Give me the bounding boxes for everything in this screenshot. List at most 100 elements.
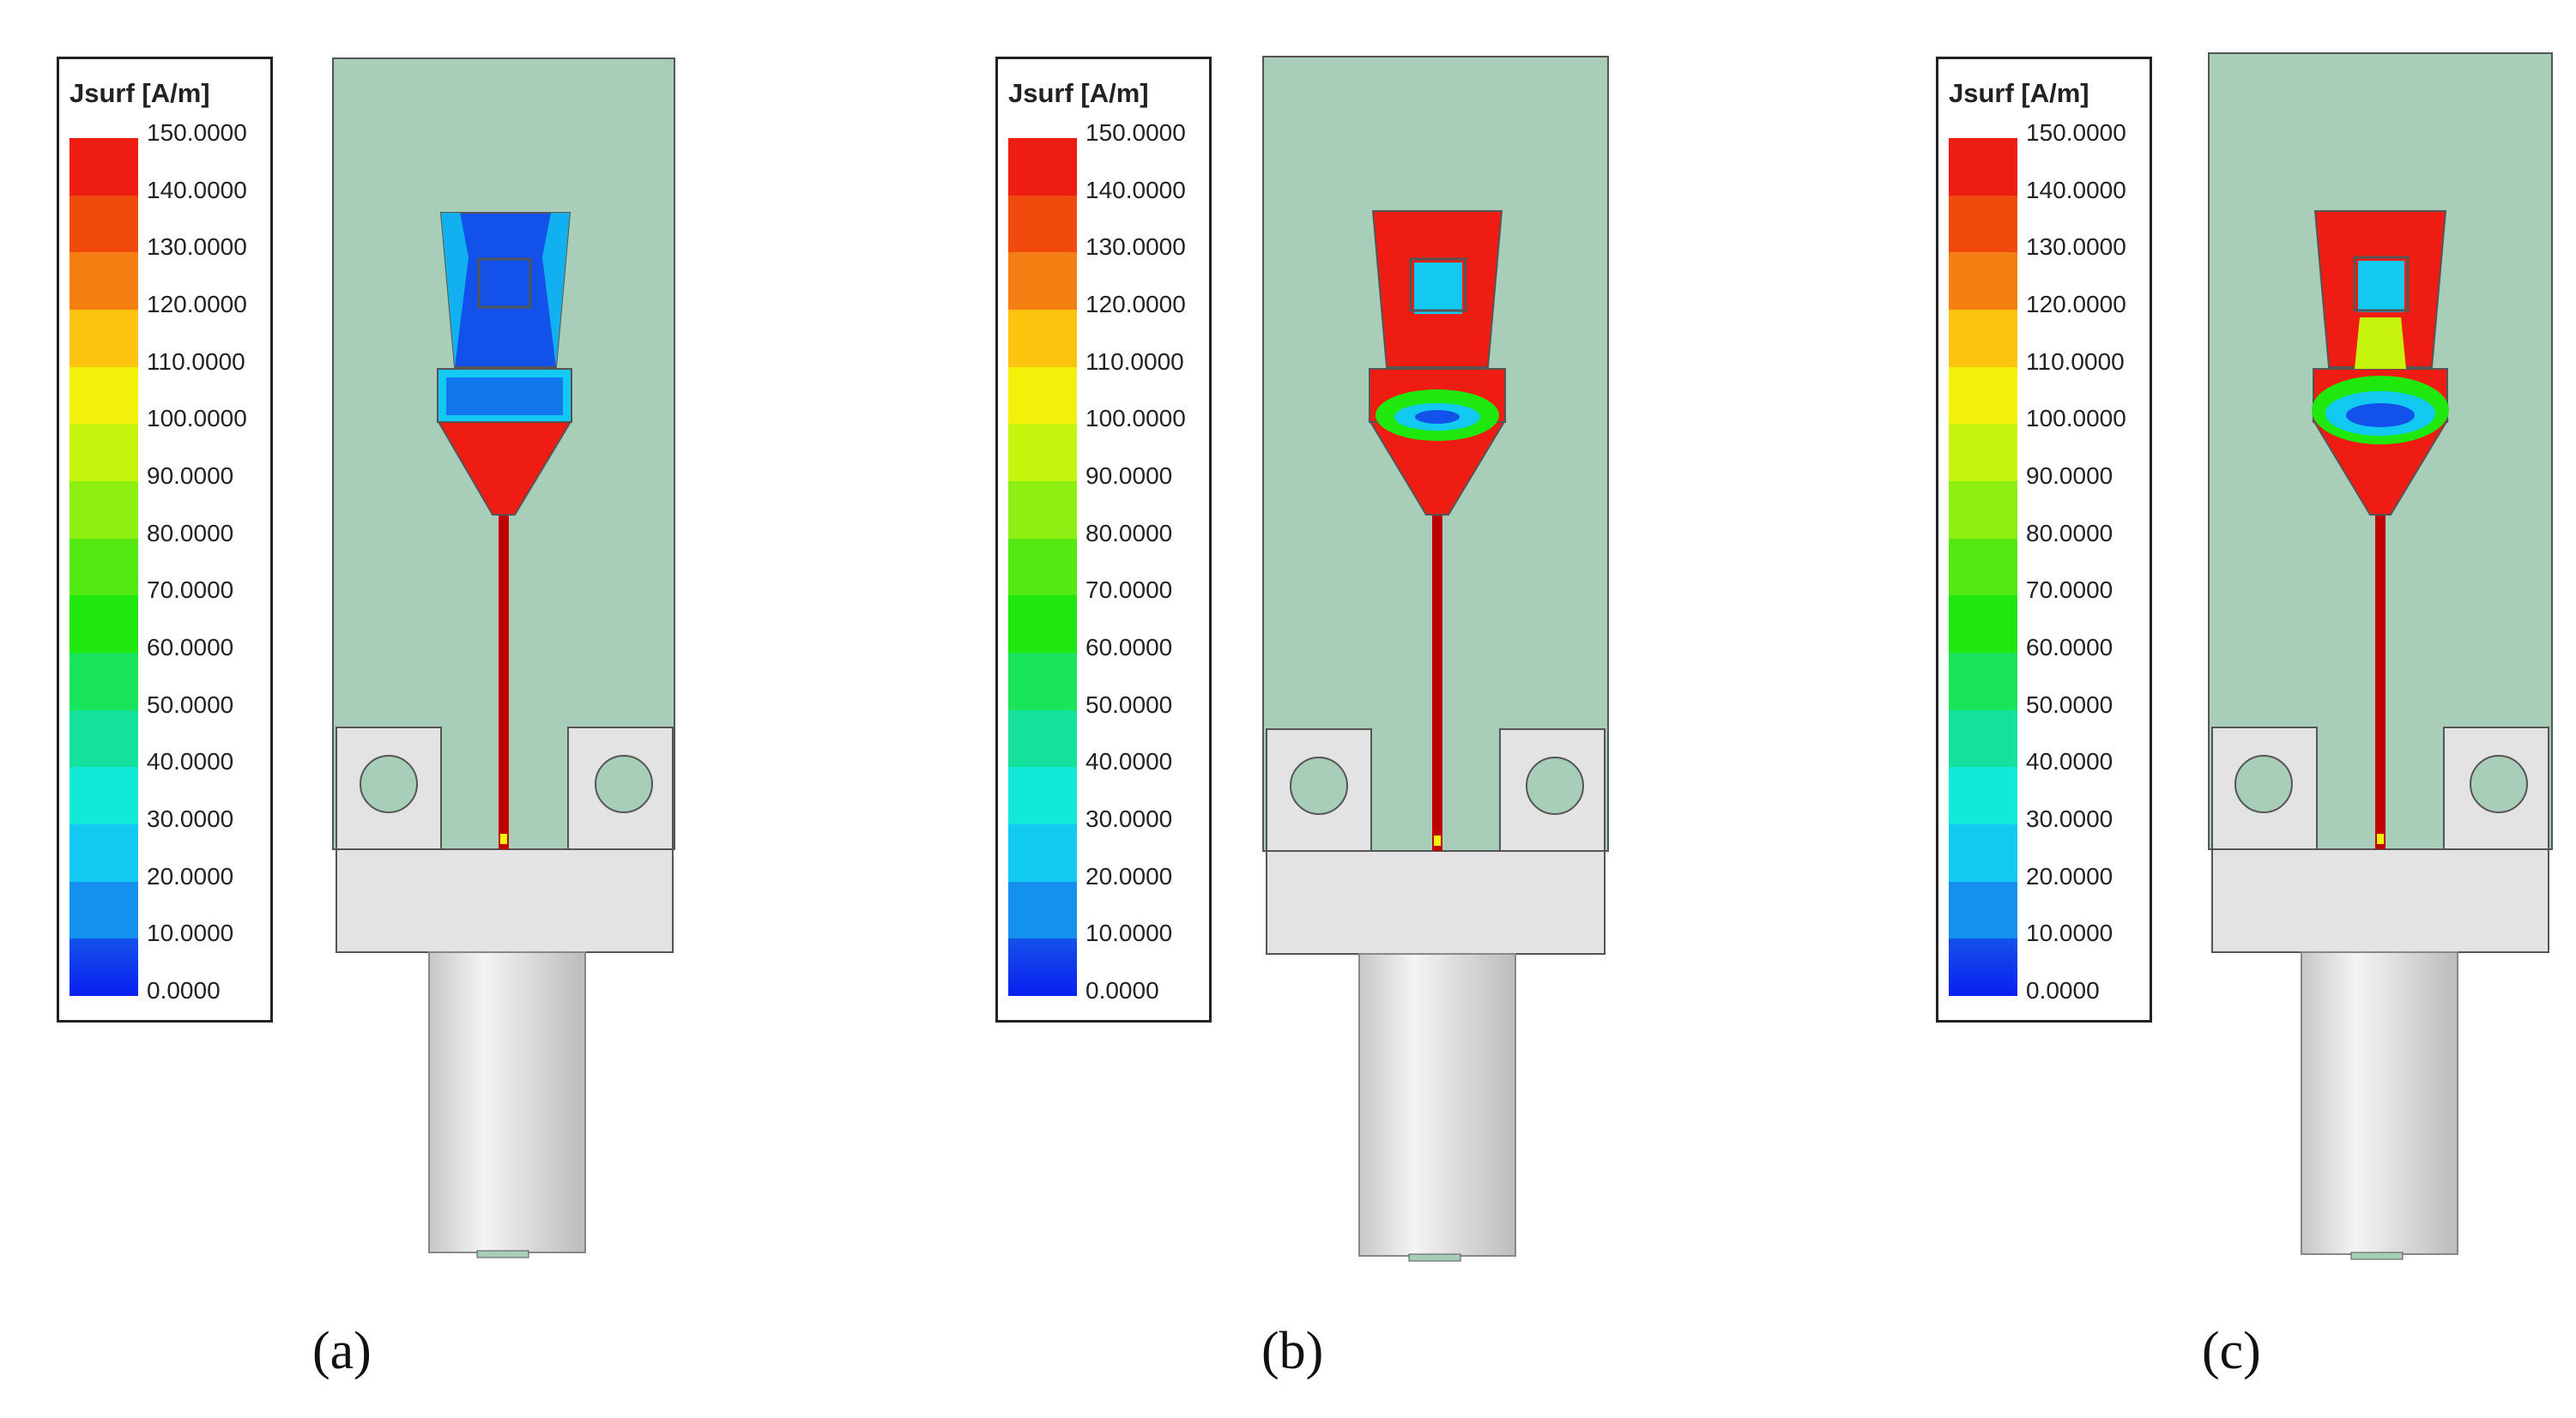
colorbar-tick-label: 40.0000 xyxy=(1085,748,1173,775)
colorbar-band xyxy=(70,824,138,882)
colorbar-band xyxy=(1008,824,1077,882)
colorbar-band xyxy=(1949,424,2017,481)
colorbar-legend: Jsurf [A/m] 150.0000 140.0000 130.0000 120.… xyxy=(995,57,1212,1023)
colorbar-tick-label: 150.0000 xyxy=(2026,119,2126,146)
colorbar-tick-label: 40.0000 xyxy=(147,748,234,775)
antenna-device-c xyxy=(2208,52,2553,1260)
colorbar-tick-label: 60.0000 xyxy=(147,633,234,661)
colorbar-band xyxy=(70,366,138,425)
colorbar-band xyxy=(1008,595,1077,653)
colorbar-tick-label: 120.0000 xyxy=(2026,290,2126,317)
mounting-hole-left xyxy=(1290,757,1348,815)
colorbar-band xyxy=(1008,309,1077,367)
feed-line xyxy=(1432,515,1442,851)
colorbar-band xyxy=(1949,538,2017,596)
colorbar-band xyxy=(70,424,138,481)
slot-ring xyxy=(2353,256,2410,312)
colorbar-title: Jsurf [A/m] xyxy=(70,78,210,108)
colorbar-band xyxy=(70,595,138,653)
feed-line xyxy=(499,515,509,849)
colorbar-tick-label: 110.0000 xyxy=(147,347,245,375)
colorbar-band xyxy=(1949,195,2017,253)
colorbar-scale xyxy=(1949,138,2017,996)
connector-body xyxy=(428,951,586,1253)
connector-flange xyxy=(1266,850,1605,955)
colorbar-tick-label: 60.0000 xyxy=(2026,633,2113,661)
colorbar-band xyxy=(1949,252,2017,310)
colorbar-tick-label: 120.0000 xyxy=(147,290,247,317)
antenna-device-b xyxy=(1262,56,1609,1262)
mounting-hole-left xyxy=(360,755,418,813)
feed-line xyxy=(2375,515,2386,849)
colorbar-legend: Jsurf [A/m] 150.0000 140.0000 130.0000 120.… xyxy=(57,57,273,1023)
colorbar-tick-label: 30.0000 xyxy=(147,805,234,832)
colorbar-band xyxy=(1008,424,1077,481)
colorbar-band xyxy=(70,480,138,539)
colorbar-tick-label: 100.0000 xyxy=(2026,405,2126,432)
colorbar-legend: Jsurf [A/m] 150.0000 140.0000 130.0000 120.… xyxy=(1936,57,2152,1023)
colorbar-tick-label: 0.0000 xyxy=(2026,976,2100,1004)
mounting-hole-right xyxy=(2470,755,2528,813)
colorbar-band xyxy=(1008,366,1077,425)
colorbar-band xyxy=(1949,595,2017,653)
colorbar-tick-label: 140.0000 xyxy=(147,176,247,203)
mounting-hole-left xyxy=(2234,755,2293,813)
colorbar-scale xyxy=(1008,138,1077,996)
colorbar-band xyxy=(70,881,138,939)
colorbar-band xyxy=(70,195,138,253)
colorbar-band xyxy=(1949,309,2017,367)
colorbar-tick-label: 70.0000 xyxy=(1085,576,1173,604)
colorbar-band xyxy=(1008,881,1077,939)
colorbar-band xyxy=(70,138,138,196)
colorbar-tick-label: 140.0000 xyxy=(2026,176,2126,203)
colorbar-band xyxy=(1949,480,2017,539)
colorbar-band xyxy=(1949,881,2017,939)
colorbar-tick-label: 90.0000 xyxy=(147,462,234,489)
colorbar-band xyxy=(1949,938,2017,996)
colorbar-tick-label: 70.0000 xyxy=(2026,576,2113,604)
colorbar-band xyxy=(1949,767,2017,824)
colorbar-tick-label: 0.0000 xyxy=(1085,976,1159,1004)
colorbar-band xyxy=(1008,938,1077,996)
colorbar-band xyxy=(1949,709,2017,768)
colorbar-band xyxy=(1008,138,1077,196)
colorbar-tick-label: 50.0000 xyxy=(147,691,234,718)
colorbar-tick-label: 80.0000 xyxy=(2026,519,2113,546)
colorbar-band xyxy=(1008,709,1077,768)
feed-point xyxy=(2377,834,2384,844)
colorbar-tick-label: 20.0000 xyxy=(147,862,234,890)
connector-pin xyxy=(1408,1253,1461,1262)
panel-caption: (a) xyxy=(312,1322,372,1380)
colorbar-tick-label: 80.0000 xyxy=(147,519,234,546)
connector-flange xyxy=(2211,848,2549,953)
colorbar-tick-label: 150.0000 xyxy=(147,119,247,146)
colorbar-tick-label: 10.0000 xyxy=(2026,920,2113,947)
panel-caption: (b) xyxy=(1261,1322,1324,1380)
colorbar-tick-label: 90.0000 xyxy=(1085,462,1173,489)
colorbar-band xyxy=(1008,652,1077,710)
colorbar-tick-label: 120.0000 xyxy=(1085,290,1186,317)
colorbar-title: Jsurf [A/m] xyxy=(1949,78,2089,108)
colorbar-band xyxy=(70,709,138,768)
colorbar-tick-label: 90.0000 xyxy=(2026,462,2113,489)
colorbar-tick-label: 10.0000 xyxy=(147,920,234,947)
connector-pin xyxy=(476,1250,529,1258)
colorbar-tick-label: 130.0000 xyxy=(2026,233,2126,261)
colorbar-tick-label: 110.0000 xyxy=(2026,347,2125,375)
mounting-hole-right xyxy=(595,755,653,813)
colorbar-band xyxy=(1008,195,1077,253)
colorbar-tick-label: 20.0000 xyxy=(1085,862,1173,890)
colorbar-tick-label: 80.0000 xyxy=(1085,519,1173,546)
colorbar-tick-label: 110.0000 xyxy=(1085,347,1184,375)
antenna-device-a xyxy=(332,57,675,1258)
colorbar-tick-label: 130.0000 xyxy=(1085,233,1186,261)
colorbar-band xyxy=(1008,252,1077,310)
colorbar-band xyxy=(1949,652,2017,710)
colorbar-tick-label: 150.0000 xyxy=(1085,119,1186,146)
colorbar-tick-label: 40.0000 xyxy=(2026,748,2113,775)
colorbar-tick-label: 10.0000 xyxy=(1085,920,1173,947)
colorbar-band xyxy=(70,252,138,310)
colorbar-band xyxy=(70,938,138,996)
slot-ring xyxy=(1409,257,1467,312)
colorbar-band xyxy=(1949,138,2017,196)
